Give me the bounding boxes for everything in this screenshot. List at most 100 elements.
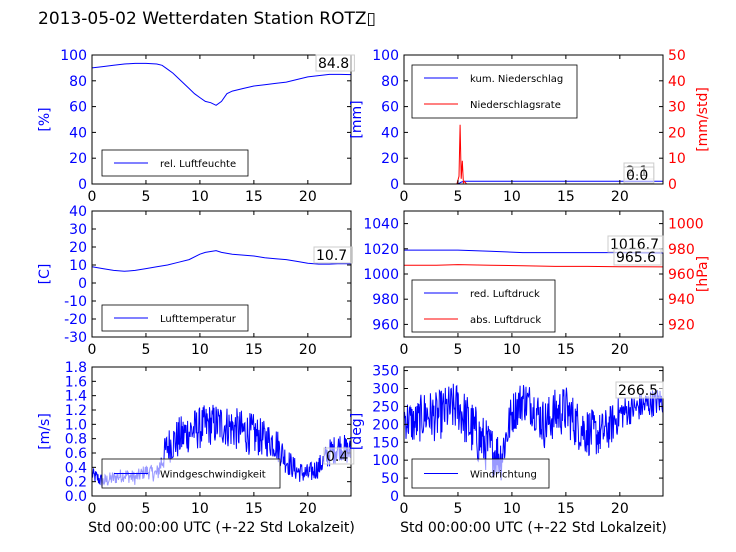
panel-precipitation: 0 5 10 15 20 0 20 40 60 80 100 0 10 20 30 40 50 [mm] [mm/s… — [349, 48, 711, 205]
y-tick-label: 50 — [381, 471, 399, 487]
x-tick-label: 0 — [88, 342, 97, 358]
y-tick-label: -10 — [64, 294, 87, 310]
y-axis-label: [mm] — [349, 100, 365, 138]
x-tick-label: 5 — [453, 342, 462, 358]
x-tick-label: 15 — [245, 189, 263, 205]
y-tick-label: -20 — [64, 312, 87, 328]
y2-tick-label: 960 — [668, 267, 695, 283]
value-box — [313, 246, 353, 264]
x-tick-label: 15 — [557, 189, 575, 205]
y-tick-label: 0.6 — [65, 446, 87, 462]
y-tick-label: -30 — [64, 330, 87, 346]
x-tick-label: 5 — [141, 189, 150, 205]
y2-tick-label: 980 — [668, 242, 695, 258]
current-value-label: 0.4 — [326, 449, 348, 465]
panel-pressure: 0 5 10 15 20 960 980 1000 1020 1040 920 940 960 980 10… — [363, 210, 711, 358]
value-box — [315, 54, 355, 72]
y-tick-label: 1020 — [363, 242, 399, 258]
y-axis-label: [C] — [37, 264, 53, 285]
y2-axis-label: [mm/std] — [695, 87, 711, 152]
y2-tick-label: 1000 — [668, 217, 704, 233]
y-tick-label: 150 — [372, 435, 399, 451]
y-tick-label: 0.0 — [65, 489, 87, 505]
x-tick-label: 20 — [611, 342, 629, 358]
x-axis-label: Std 00:00:00 UTC (+-22 Std Lokalzeit) — [88, 520, 355, 536]
y2-tick-label: 940 — [668, 292, 695, 308]
x-tick-label: 20 — [611, 189, 629, 205]
legend-label: Niederschlagsrate — [470, 100, 561, 111]
x-tick-label: 10 — [191, 189, 209, 205]
y-tick-label: 200 — [372, 417, 399, 433]
current-value-label: 10.7 — [316, 248, 347, 264]
series-line-1 — [92, 62, 351, 106]
y-tick-label: 30 — [69, 222, 87, 238]
series-line-1 — [404, 249, 663, 254]
plot-frame — [91, 366, 352, 497]
current-value-label: 965.6 — [616, 250, 656, 266]
series-group — [404, 383, 663, 481]
y-tick-label: 60 — [381, 100, 399, 116]
x-tick-label: 5 — [141, 501, 150, 517]
y-axis-label: [%] — [37, 107, 53, 131]
y-tick-label: 0 — [78, 177, 87, 193]
chart-title: 2013-05-02 Wetterdaten Station ROTZ▯ — [38, 9, 376, 29]
y-tick-label: 20 — [69, 240, 87, 256]
y-tick-label: 40 — [69, 125, 87, 141]
x-tick-label: 15 — [245, 342, 263, 358]
legend-label: Windrichtung — [470, 470, 537, 481]
current-value-label: 84.8 — [318, 56, 349, 72]
x-tick-label: 0 — [400, 501, 409, 517]
series-line-1 — [92, 250, 351, 272]
x-tick-label: 10 — [191, 342, 209, 358]
y-tick-label: 300 — [372, 382, 399, 398]
y2-tick-label: 0 — [668, 177, 677, 193]
series-group — [92, 62, 351, 106]
x-tick-label: 10 — [191, 501, 209, 517]
series-group — [92, 250, 351, 272]
x-tick-label: 15 — [557, 501, 575, 517]
x-tick-label: 0 — [400, 189, 409, 205]
panel-windspeed: 0 5 10 15 200.00.20.40.60.81.01.21.41.61.8[m… — [37, 360, 355, 536]
x-tick-label: 5 — [453, 189, 462, 205]
series-line-1 — [404, 383, 663, 481]
y-tick-label: 1040 — [363, 217, 399, 233]
x-tick-label: 20 — [299, 501, 317, 517]
y2-tick-label: 20 — [668, 125, 686, 141]
y-tick-label: 960 — [372, 317, 399, 333]
value-box — [623, 166, 655, 184]
plot-frame — [91, 210, 352, 338]
y-tick-label: 1.6 — [65, 374, 87, 390]
x-tick-label: 0 — [88, 501, 97, 517]
y2-tick-label: 30 — [668, 100, 686, 116]
y-tick-label: 100 — [372, 48, 399, 64]
x-tick-label: 20 — [299, 189, 317, 205]
current-value-label: 0.0 — [626, 168, 648, 184]
value-box — [615, 381, 664, 399]
current-value-label: 266.5 — [618, 383, 658, 399]
legend-label: rel. Luftfeuchte — [160, 159, 236, 170]
y2-tick-label: 50 — [668, 48, 686, 64]
x-tick-label: 15 — [245, 501, 263, 517]
plot-frame — [403, 366, 664, 497]
y-tick-label: 0 — [390, 489, 399, 505]
y-tick-label: 250 — [372, 399, 399, 415]
legend-label: Windgeschwindigkeit — [160, 470, 266, 481]
y-tick-label: 80 — [69, 74, 87, 90]
value-box — [323, 447, 355, 465]
x-tick-label: 15 — [557, 342, 575, 358]
panel-humidity: 0 5 10 15 20 0 20 40 60 80 100 [%] 84.8 rel. Luftfeuc… — [37, 48, 355, 205]
y-tick-label: 40 — [69, 204, 87, 220]
y-tick-label: 0 — [390, 177, 399, 193]
x-tick-label: 20 — [611, 501, 629, 517]
y2-tick-label: 920 — [668, 317, 695, 333]
y-tick-label: 80 — [381, 74, 399, 90]
legend-box — [411, 64, 578, 119]
y-tick-label: 20 — [381, 151, 399, 167]
y-tick-label: 100 — [60, 48, 87, 64]
y-tick-label: 20 — [69, 151, 87, 167]
y-tick-label: 0.8 — [65, 432, 87, 448]
x-tick-label: 10 — [503, 342, 521, 358]
y-tick-label: 1.8 — [65, 360, 87, 376]
